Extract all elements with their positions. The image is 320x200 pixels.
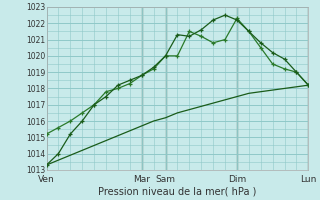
X-axis label: Pression niveau de la mer( hPa ): Pression niveau de la mer( hPa )	[98, 187, 257, 197]
